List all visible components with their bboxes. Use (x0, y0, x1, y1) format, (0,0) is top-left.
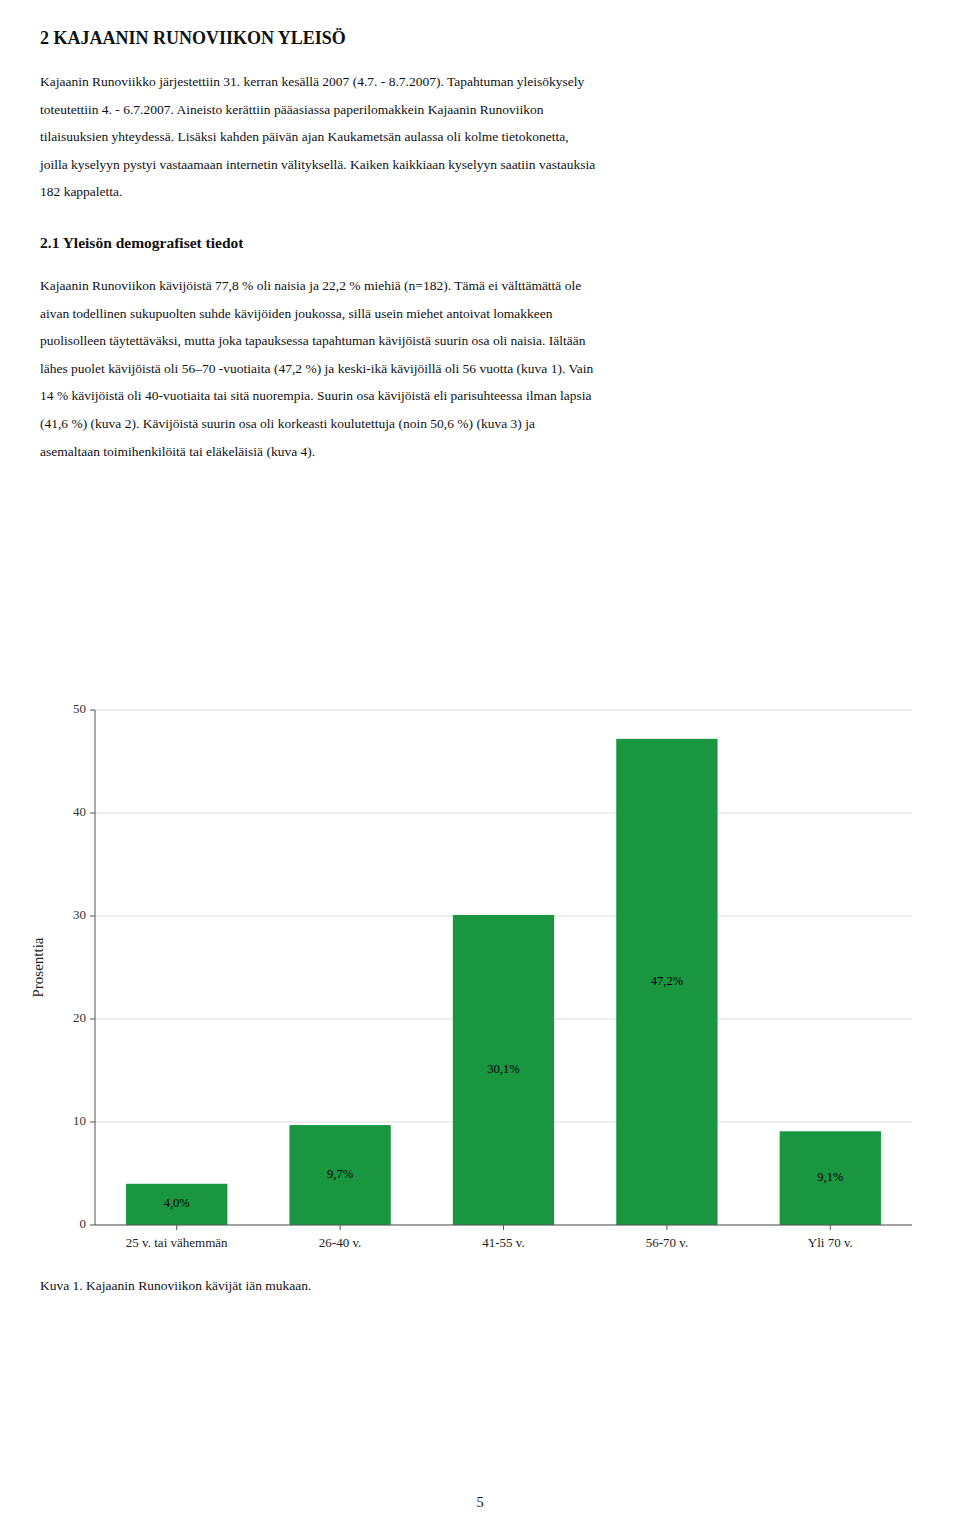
x-tick-label: 26-40 v. (319, 1235, 362, 1250)
x-tick (666, 1225, 667, 1230)
y-tick-label: 0 (80, 1216, 87, 1231)
y-tick (90, 1225, 95, 1226)
x-tick-label: 56-70 v. (646, 1235, 689, 1250)
y-tick-label: 50 (73, 701, 86, 716)
paragraph-line: joilla kyselyyn pystyi vastaamaan intern… (40, 157, 595, 173)
x-tick-label: 25 v. tai vähemmän (126, 1235, 228, 1250)
data-label: 30,1% (487, 1062, 519, 1076)
data-label: 47,2% (651, 974, 683, 988)
y-axis-label: Prosenttia (30, 937, 46, 997)
y-tick-label: 20 (73, 1010, 86, 1025)
section-title: 2.1 Yleisön demografiset tiedot (40, 234, 243, 252)
bar (126, 1184, 227, 1225)
bar (780, 1131, 881, 1225)
x-tick (503, 1225, 504, 1230)
data-label: 9,7% (327, 1167, 353, 1181)
paragraph-line: Kajaanin Runoviikko järjestettiin 31. ke… (40, 74, 584, 90)
paragraph-line: aivan todellinen sukupuolten suhde kävij… (40, 306, 553, 322)
grid-line (95, 710, 912, 711)
page-number: 5 (0, 1494, 960, 1511)
bar (289, 1125, 390, 1225)
y-tick (90, 916, 95, 917)
paragraph-line: tilaisuuksien yhteydessä. Lisäksi kahden… (40, 129, 569, 145)
y-tick-label: 40 (73, 804, 86, 819)
paragraph-line: asemaltaan toimihenkilöitä tai eläkeläis… (40, 444, 315, 460)
bar-chart: 0 10 20 30 40 50 25 v. tai vähemmän 26-40 v. 41-… (0, 690, 960, 1270)
grid-line (95, 813, 912, 814)
data-label: 9,1% (817, 1170, 843, 1184)
paragraph-line: 14 % kävijöistä oli 40-vuotiaita tai sit… (40, 388, 592, 404)
y-tick (90, 813, 95, 814)
x-tick-label: 41-55 v. (482, 1235, 525, 1250)
x-tick (830, 1225, 831, 1230)
y-tick (90, 1019, 95, 1020)
x-tick (176, 1225, 177, 1230)
caption: Kuva 1. Kajaanin Runoviikon kävijät iän … (40, 1278, 311, 1294)
data-label: 4,0% (164, 1196, 190, 1210)
paragraph-line: toteutettiin 4. - 6.7.2007. Aineisto ker… (40, 102, 544, 118)
y-tick-label: 10 (73, 1113, 86, 1128)
y-axis (95, 710, 96, 1225)
page-title: 2 KAJAANIN RUNOVIIKON YLEISÖ (40, 28, 346, 49)
bars (126, 739, 881, 1225)
paragraph-line: Kajaanin Runoviikon kävijöistä 77,8 % ol… (40, 278, 581, 294)
paragraph-line: 182 kappaletta. (40, 184, 122, 200)
paragraph-line: (41,6 %) (kuva 2). Kävijöistä suurin osa… (40, 416, 535, 432)
paragraph-line: puolisolleen täytettäväksi, mutta joka t… (40, 333, 585, 349)
bar (616, 739, 717, 1225)
x-tick-label: Yli 70 v. (808, 1235, 853, 1250)
x-tick (340, 1225, 341, 1230)
paragraph-line: lähes puolet kävijöistä oli 56–70 -vuoti… (40, 361, 593, 377)
y-tick (90, 1122, 95, 1123)
y-tick-label: 30 (73, 907, 86, 922)
y-tick (90, 710, 95, 711)
bar (453, 915, 554, 1225)
